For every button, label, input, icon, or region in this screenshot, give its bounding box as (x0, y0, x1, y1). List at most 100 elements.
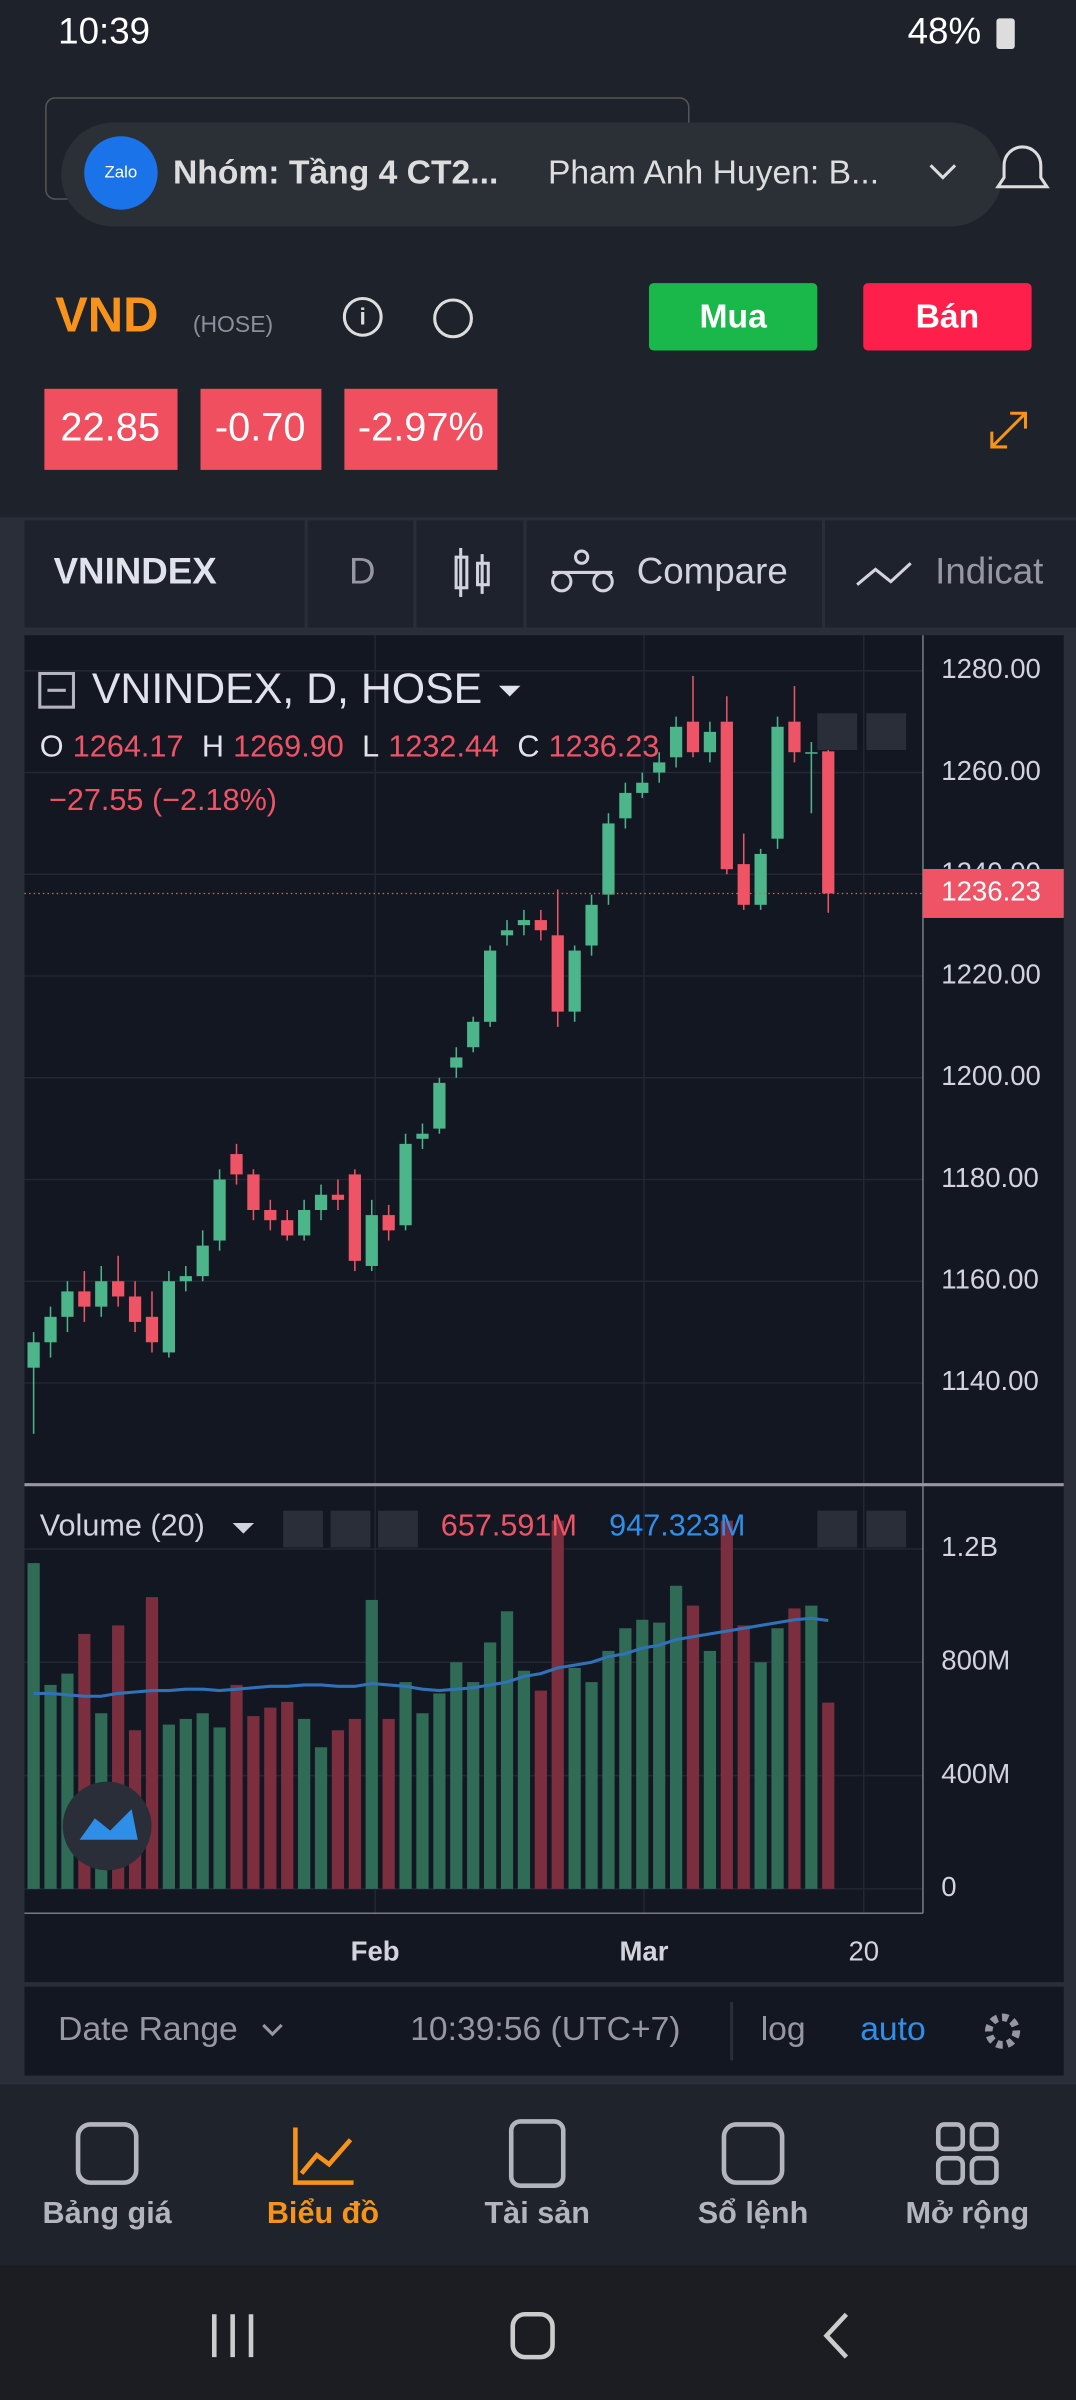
candle-body (112, 1281, 125, 1297)
clock: 10:39:56 (UTC+7) (410, 2011, 680, 2048)
candle-body (534, 920, 547, 931)
volume-bar (822, 1702, 835, 1889)
legend-key: O (40, 730, 64, 764)
candle-body (298, 1210, 311, 1236)
volume-bar (196, 1713, 209, 1889)
volume-bar (162, 1724, 175, 1889)
pane-down-button[interactable] (817, 713, 858, 751)
volume-bar (568, 1667, 581, 1889)
remove-button[interactable] (378, 1510, 418, 1548)
settings-button[interactable] (330, 1510, 371, 1548)
volume-bar (433, 1693, 446, 1889)
volume-bar (754, 1662, 767, 1889)
volume-bar (230, 1684, 243, 1889)
volume-bar (213, 1727, 226, 1889)
info-icon[interactable] (342, 296, 383, 337)
volume-bar (145, 1597, 159, 1889)
toolbar-separators (304, 520, 825, 628)
volume-bar (653, 1622, 666, 1889)
log-toggle[interactable]: log (761, 2011, 806, 2048)
volume-bar (61, 1673, 74, 1889)
bell-icon[interactable] (995, 145, 1050, 189)
price-box (44, 388, 178, 470)
collapse-icon[interactable] (38, 671, 75, 709)
volume-bar (771, 1628, 784, 1889)
volume-tick-label: 1.2B (941, 1531, 998, 1562)
volume-bar (264, 1707, 277, 1889)
notification[interactable] (61, 122, 1003, 227)
system-buttons[interactable] (211, 2311, 849, 2360)
toolbar-symbol[interactable]: VNINDEX (54, 551, 218, 592)
last-price-label: 1236.23 (941, 876, 1041, 907)
sell-button[interactable] (863, 283, 1032, 351)
nav-item-active[interactable]: Biểu đồ (267, 2196, 379, 2230)
volume-ma: 947.323M (609, 1509, 745, 1543)
toolbar-compare[interactable]: Compare (637, 551, 788, 592)
fullscreen-icon[interactable] (990, 411, 1028, 449)
buy-label: Mua (699, 298, 767, 335)
symbol: VND (55, 288, 158, 342)
status-time: 10:39 (58, 10, 150, 51)
volume-bar (467, 1682, 480, 1889)
nav-item[interactable]: Sổ lệnh (698, 2196, 809, 2230)
price-tick-label: 1280.00 (941, 653, 1041, 684)
nav-item[interactable]: Mở rộng (905, 2196, 1029, 2230)
candle-body (686, 721, 700, 753)
pane-resize-button[interactable] (866, 1510, 907, 1548)
volume-tick-label: 0 (941, 1871, 956, 1902)
candle-body (416, 1133, 429, 1139)
expand-icon[interactable] (929, 164, 957, 180)
candle-type-icon[interactable] (454, 547, 490, 597)
candle-body (230, 1154, 243, 1175)
candle-body (483, 950, 497, 1022)
auto-toggle[interactable]: auto (860, 2011, 926, 2048)
nav-icons (75, 2119, 999, 2188)
legend-value: 1264.17 (73, 730, 184, 764)
candle-body (805, 752, 818, 754)
change-pct: -2.97% (358, 406, 484, 450)
volume-bar (348, 1718, 361, 1889)
volume-bar (44, 1684, 57, 1889)
volume-bar (281, 1701, 294, 1889)
zalo-logo: Zalo (105, 162, 138, 181)
indicators-icon[interactable] (856, 562, 912, 586)
candle-body (213, 1179, 226, 1241)
toolbar-indicators[interactable]: Indicat (935, 551, 1043, 592)
legend-value: 1236.23 (549, 730, 660, 764)
candle-body (500, 930, 514, 936)
candle-body (754, 853, 767, 905)
candle-body (331, 1194, 345, 1200)
nav-item[interactable]: Tài sản (484, 2196, 589, 2230)
volume-bar (331, 1730, 345, 1889)
candle-body (61, 1291, 74, 1317)
volume-bar (179, 1718, 192, 1889)
nav-item[interactable]: Bảng giá (43, 2196, 173, 2230)
volume-dropdown[interactable] (232, 1522, 255, 1534)
compare-icon[interactable] (551, 549, 614, 593)
notification-message: Pham Anh Huyen: B... (548, 154, 879, 191)
candle-body (27, 1342, 40, 1368)
alarm-icon[interactable] (433, 298, 473, 339)
title-dropdown[interactable] (498, 685, 521, 697)
volume-bar (450, 1662, 463, 1889)
eye-button[interactable] (283, 1510, 323, 1548)
battery-icon (996, 18, 1015, 50)
settings-gear[interactable] (984, 2013, 1021, 2049)
price-tick-label: 1160.00 (941, 1264, 1039, 1295)
candle-body (128, 1296, 142, 1322)
floating-button[interactable] (62, 1781, 152, 1871)
pane-up-button[interactable] (817, 1510, 858, 1548)
candle-body (602, 823, 615, 895)
toolbar-interval[interactable]: D (349, 551, 376, 592)
buy-button[interactable] (648, 283, 818, 351)
side-handle[interactable] (0, 1852, 22, 1920)
date-range[interactable]: Date Range (58, 2011, 238, 2048)
candle-body (44, 1316, 57, 1343)
pane-resize-button[interactable] (866, 713, 907, 751)
volume-bar (500, 1611, 514, 1889)
candle-body (653, 762, 666, 773)
volume-bar (314, 1747, 328, 1889)
candle-body (619, 792, 632, 819)
